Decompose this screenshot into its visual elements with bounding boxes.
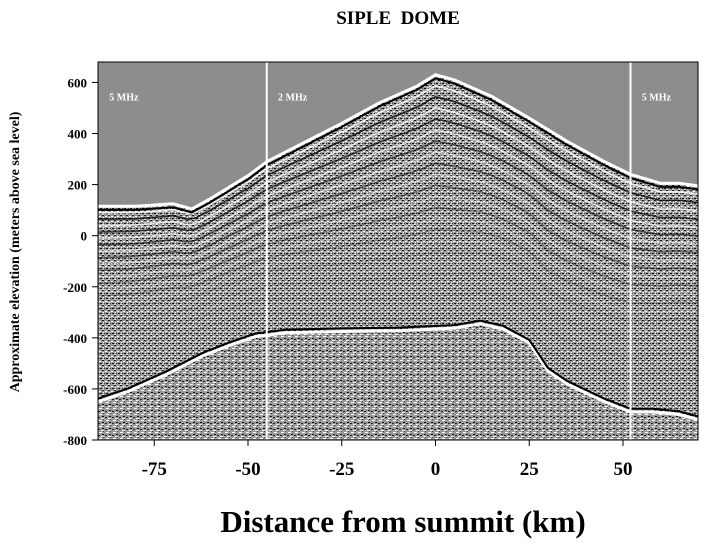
- x-tick-label: -50: [235, 459, 260, 480]
- internal-layer: [98, 250, 698, 323]
- internal-layer: [98, 291, 698, 360]
- internal-layer: [98, 84, 698, 215]
- x-tick-label: -75: [142, 459, 167, 480]
- internal-layer: [98, 206, 698, 288]
- y-tick-label: 600: [68, 75, 88, 90]
- y-tick-label: -600: [63, 382, 87, 397]
- subglacial-noise: [98, 323, 698, 440]
- internal-layer: [98, 301, 698, 369]
- x-tick-label: 0: [431, 459, 441, 480]
- y-tick-label: 400: [68, 127, 88, 142]
- internal-layer: [98, 184, 698, 272]
- internal-layer: [98, 162, 698, 259]
- band-label: 2 MHz: [278, 92, 308, 103]
- ice-body: [98, 74, 698, 420]
- ice-surface-shadow: [98, 77, 698, 214]
- internal-layer: [98, 281, 698, 350]
- internal-layer: [98, 173, 698, 265]
- internal-layer: [98, 271, 698, 341]
- internal-layer: [98, 228, 698, 305]
- x-tick-label: 25: [520, 459, 539, 480]
- y-tick-label: 200: [68, 178, 88, 193]
- plot-frame: [97, 61, 699, 441]
- internal-layer: [98, 239, 698, 314]
- chart-title: SIPLE DOME: [336, 8, 460, 29]
- internal-layer: [98, 261, 698, 332]
- internal-layer: [98, 140, 698, 246]
- internal-layer: [98, 311, 698, 378]
- internal-layer: [98, 118, 698, 233]
- y-axis-label: Approximate elevation (meters above sea …: [8, 111, 23, 392]
- internal-layer: [98, 96, 698, 221]
- internal-layer: [98, 195, 698, 279]
- ice-surface-reflector: [98, 73, 698, 211]
- internal-layer: [98, 129, 698, 240]
- y-tick-label: -400: [63, 331, 87, 346]
- y-tick-label: 0: [81, 229, 88, 244]
- x-axis-label: Distance from summit (km): [220, 504, 585, 539]
- internal-layer: [98, 151, 698, 252]
- y-tick-label: -200: [63, 280, 87, 295]
- internal-layer: [98, 217, 698, 296]
- y-tick-label: -800: [63, 433, 87, 448]
- band-label: 5 MHz: [109, 92, 139, 103]
- bed-reflector-shadow: [98, 319, 698, 418]
- bed-reflector: [98, 322, 698, 422]
- internal-layers: [98, 84, 698, 440]
- internal-layer: [98, 107, 698, 227]
- x-tick-label: 50: [614, 459, 633, 480]
- x-tick-label: -25: [329, 459, 354, 480]
- band-label: 5 MHz: [642, 92, 672, 103]
